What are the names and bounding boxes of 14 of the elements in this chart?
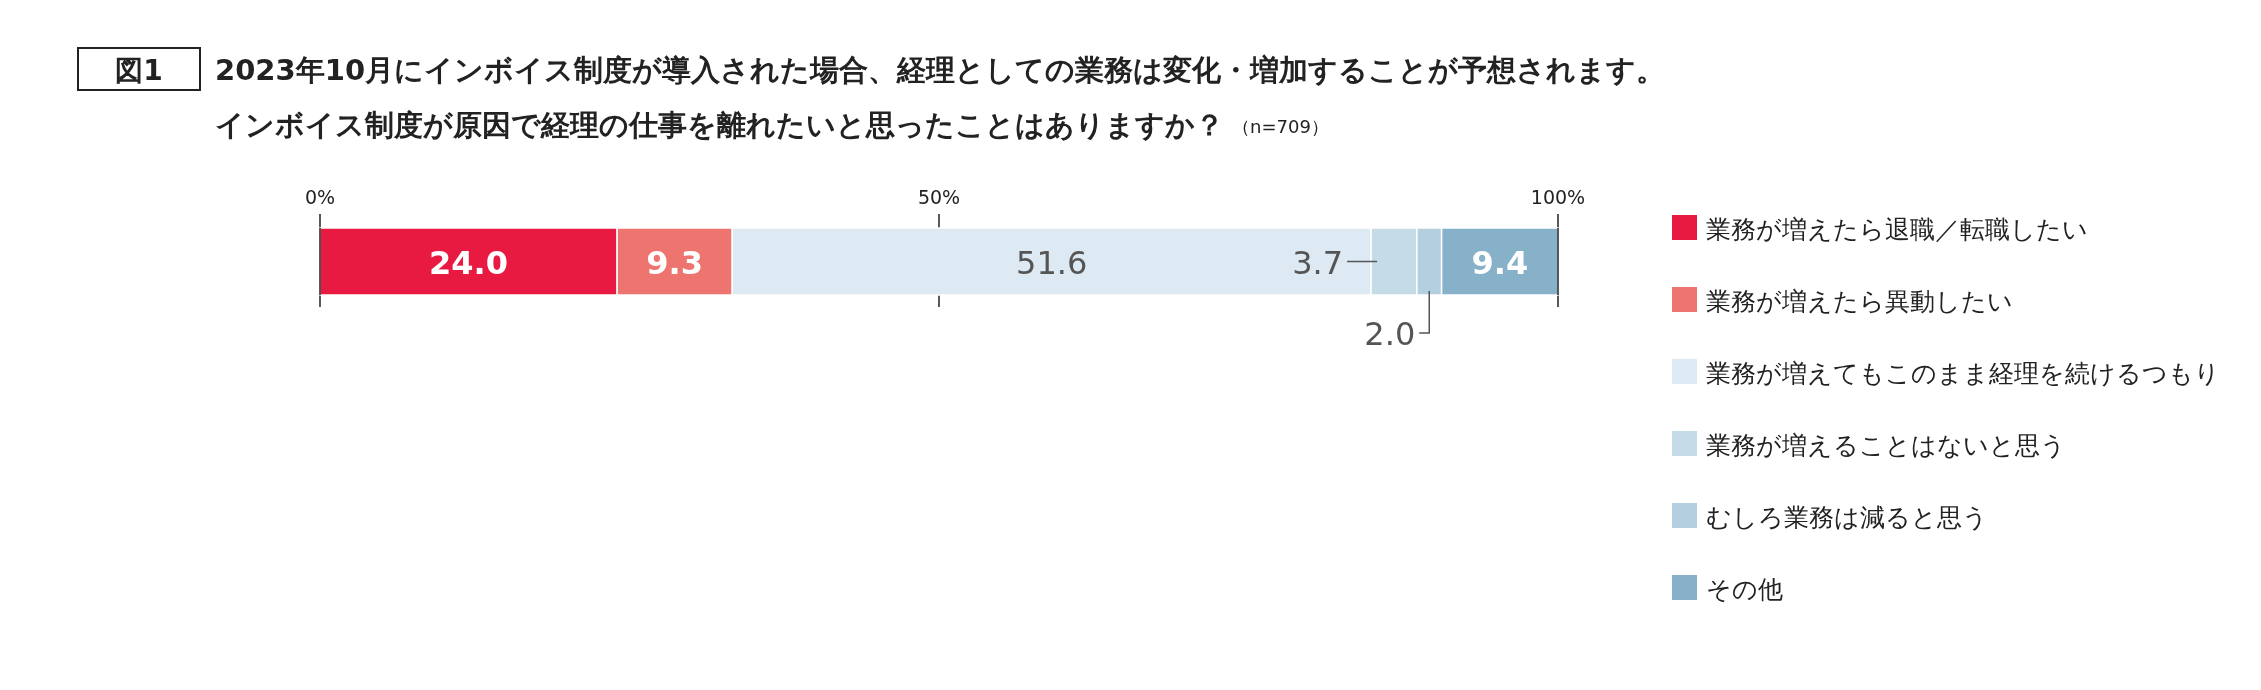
data-label: 9.3 [646, 243, 704, 282]
data-label: 24.0 [429, 243, 509, 282]
text: （n=709） [1232, 116, 1329, 137]
data-label: 9.4 [1471, 243, 1529, 282]
chart-subtitle: インボイス制度が原因で経理の仕事を離れたいと思ったことはありますか？ [215, 108, 1224, 142]
data-label: 2.0 [1364, 315, 1416, 353]
caption: 図1 [115, 54, 163, 87]
x-tick-label: 50% [917, 186, 961, 208]
data-label: 51.6 [1016, 243, 1088, 282]
data-label: 3.7 [1292, 243, 1344, 282]
x-tick-label: 0% [304, 186, 336, 208]
chart-title: 2023年10月にインボイス制度が導入された場合、経理としての業務は変化・増加することが予想されます。 [215, 53, 1666, 87]
x-tick-label: 100% [1530, 186, 1586, 208]
legend-label: その他 [1706, 575, 1783, 604]
